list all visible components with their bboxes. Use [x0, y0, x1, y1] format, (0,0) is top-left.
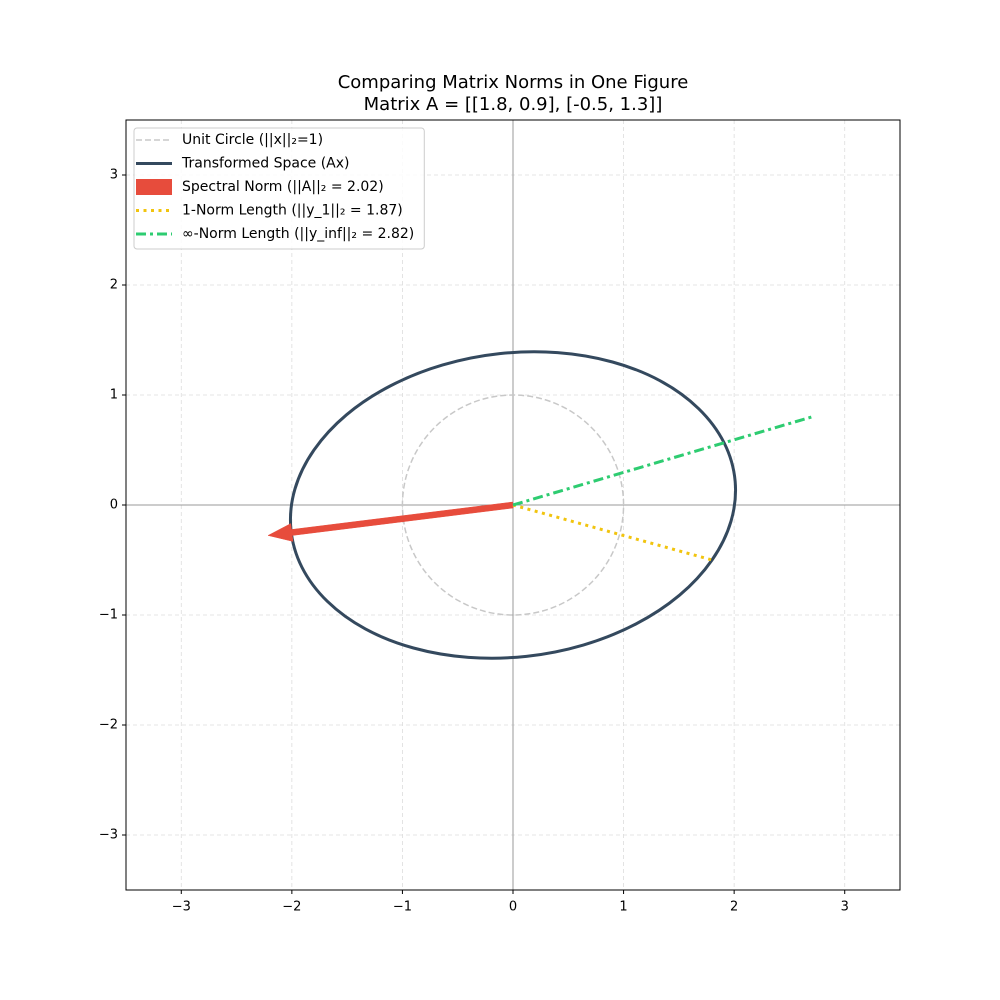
legend: Unit Circle (||x||₂=1) Transformed Space … [133, 127, 425, 250]
y-tick-label: 3 [110, 168, 118, 183]
x-tick-label: 2 [730, 900, 738, 915]
series-line [288, 350, 738, 660]
legend-box [133, 127, 425, 250]
x-tick-label: 0 [509, 900, 517, 915]
y-tick-label: −3 [99, 828, 118, 843]
series-line [512, 415, 812, 507]
legend-label: Transformed Space (Ax) [181, 156, 350, 172]
arrow [267, 501, 514, 542]
x-tick-label: −1 [393, 900, 412, 915]
x-tick-label: 3 [841, 900, 849, 915]
y-tick-label: 2 [110, 278, 118, 293]
plot-frame [125, 119, 901, 891]
y-tick-label: 1 [110, 388, 118, 403]
y-tick-label: −1 [99, 608, 118, 623]
legend-label: Spectral Norm (||A||₂ = 2.02) [182, 179, 384, 195]
x-tick-label: −2 [282, 900, 301, 915]
chart-subtitle: Matrix A = [[1.8, 0.9], [-0.5, 1.3]] [364, 94, 663, 115]
chart-title: Comparing Matrix Norms in One Figure [338, 72, 689, 93]
y-tick-label: 0 [110, 498, 118, 513]
legend-label: 1-Norm Length (||y_1||₂ = 1.87) [182, 203, 403, 219]
x-tick-label: −3 [172, 900, 191, 915]
x-tick-label: 1 [619, 900, 627, 915]
y-tick-label: −2 [99, 718, 118, 733]
plot [267, 350, 812, 660]
legend-label: Unit Circle (||x||₂=1) [182, 132, 323, 148]
legend-label: ∞-Norm Length (||y_inf||₂ = 2.82) [182, 226, 414, 242]
legend-swatch [136, 179, 172, 195]
series-line [401, 394, 625, 616]
